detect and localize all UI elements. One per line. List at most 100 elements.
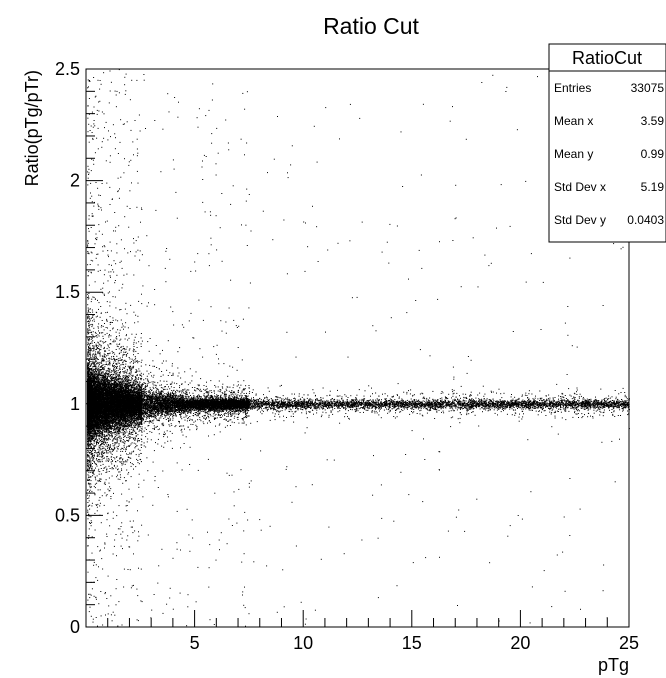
scatter-point	[433, 405, 435, 407]
scatter-point	[345, 413, 347, 414]
scatter-point	[97, 427, 99, 429]
scatter-point	[90, 483, 92, 485]
scatter-point	[141, 434, 143, 436]
scatter-point	[585, 403, 587, 405]
scatter-point	[136, 383, 138, 385]
scatter-point	[207, 415, 209, 417]
scatter-point	[157, 487, 159, 488]
scatter-point	[361, 407, 363, 408]
scatter-point	[117, 329, 119, 331]
scatter-point	[168, 408, 170, 410]
scatter-point	[177, 408, 179, 410]
scatter-point	[502, 400, 504, 402]
scatter-point	[126, 412, 128, 414]
scatter-point	[164, 393, 166, 395]
scatter-point	[275, 409, 277, 411]
scatter-point	[338, 407, 340, 409]
scatter-point	[143, 397, 145, 398]
scatter-point	[144, 405, 146, 407]
scatter-point	[127, 418, 128, 420]
scatter-point	[466, 412, 468, 414]
scatter-point	[218, 410, 220, 412]
scatter-point	[595, 398, 597, 400]
scatter-point	[161, 400, 163, 402]
scatter-point	[245, 396, 247, 398]
scatter-point	[232, 366, 234, 368]
scatter-point	[106, 320, 108, 322]
scatter-point	[91, 451, 92, 453]
scatter-point	[100, 344, 102, 346]
scatter-point	[255, 394, 257, 396]
scatter-point	[246, 412, 248, 414]
scatter-point	[574, 407, 576, 409]
scatter-point	[227, 408, 229, 410]
scatter-point	[389, 405, 391, 407]
scatter-point	[122, 431, 124, 433]
scatter-point	[249, 282, 251, 284]
scatter-point	[375, 403, 376, 405]
scatter-point	[92, 353, 94, 355]
scatter-point	[268, 390, 270, 392]
scatter-point	[127, 418, 129, 420]
scatter-point	[135, 435, 137, 437]
scatter-point	[100, 416, 102, 418]
scatter-point	[427, 409, 429, 411]
scatter-point	[339, 400, 341, 402]
scatter-point	[231, 525, 233, 526]
scatter-point	[564, 590, 566, 592]
chart-title: Ratio Cut	[323, 13, 419, 39]
scatter-point	[135, 383, 137, 385]
scatter-point	[101, 455, 103, 457]
scatter-point	[478, 399, 480, 401]
scatter-point	[94, 201, 95, 203]
scatter-point	[137, 362, 139, 364]
scatter-point	[562, 400, 564, 402]
scatter-point	[181, 428, 183, 430]
scatter-point	[411, 411, 412, 412]
scatter-point	[121, 493, 123, 495]
scatter-point	[140, 416, 142, 418]
scatter-point	[115, 456, 117, 458]
scatter-point	[170, 414, 172, 416]
scatter-point	[127, 379, 129, 381]
scatter-point	[99, 449, 101, 451]
scatter-point	[233, 413, 235, 415]
scatter-point	[614, 416, 616, 417]
scatter-point	[103, 443, 105, 445]
scatter-point	[119, 376, 121, 378]
scatter-point	[105, 327, 107, 328]
scatter-point	[578, 401, 580, 403]
scatter-point	[145, 419, 147, 421]
scatter-point	[269, 525, 271, 527]
scatter-point	[209, 619, 211, 621]
scatter-point	[321, 407, 323, 409]
scatter-point	[123, 442, 125, 444]
scatter-point	[526, 402, 527, 404]
scatter-point	[587, 406, 589, 408]
scatter-point	[215, 406, 217, 408]
scatter-point	[558, 398, 559, 400]
scatter-point	[448, 402, 450, 404]
scatter-point	[87, 367, 89, 368]
scatter-point	[293, 400, 295, 402]
scatter-point	[169, 425, 171, 427]
scatter-point	[119, 478, 121, 480]
scatter-point	[316, 161, 318, 163]
scatter-point	[99, 354, 101, 356]
scatter-point	[612, 404, 614, 406]
scatter-point	[112, 319, 114, 321]
scatter-point	[285, 404, 286, 406]
scatter-point	[546, 405, 548, 406]
scatter-point	[161, 413, 163, 415]
scatter-point	[215, 410, 217, 412]
scatter-point	[320, 405, 322, 407]
scatter-point	[198, 395, 200, 397]
scatter-point	[382, 393, 383, 395]
scatter-point	[202, 319, 204, 321]
scatter-point	[422, 403, 424, 404]
scatter-point	[469, 395, 471, 397]
scatter-point	[181, 431, 183, 433]
scatter-point	[345, 404, 346, 406]
scatter-point	[238, 422, 240, 424]
scatter-point	[576, 404, 577, 406]
